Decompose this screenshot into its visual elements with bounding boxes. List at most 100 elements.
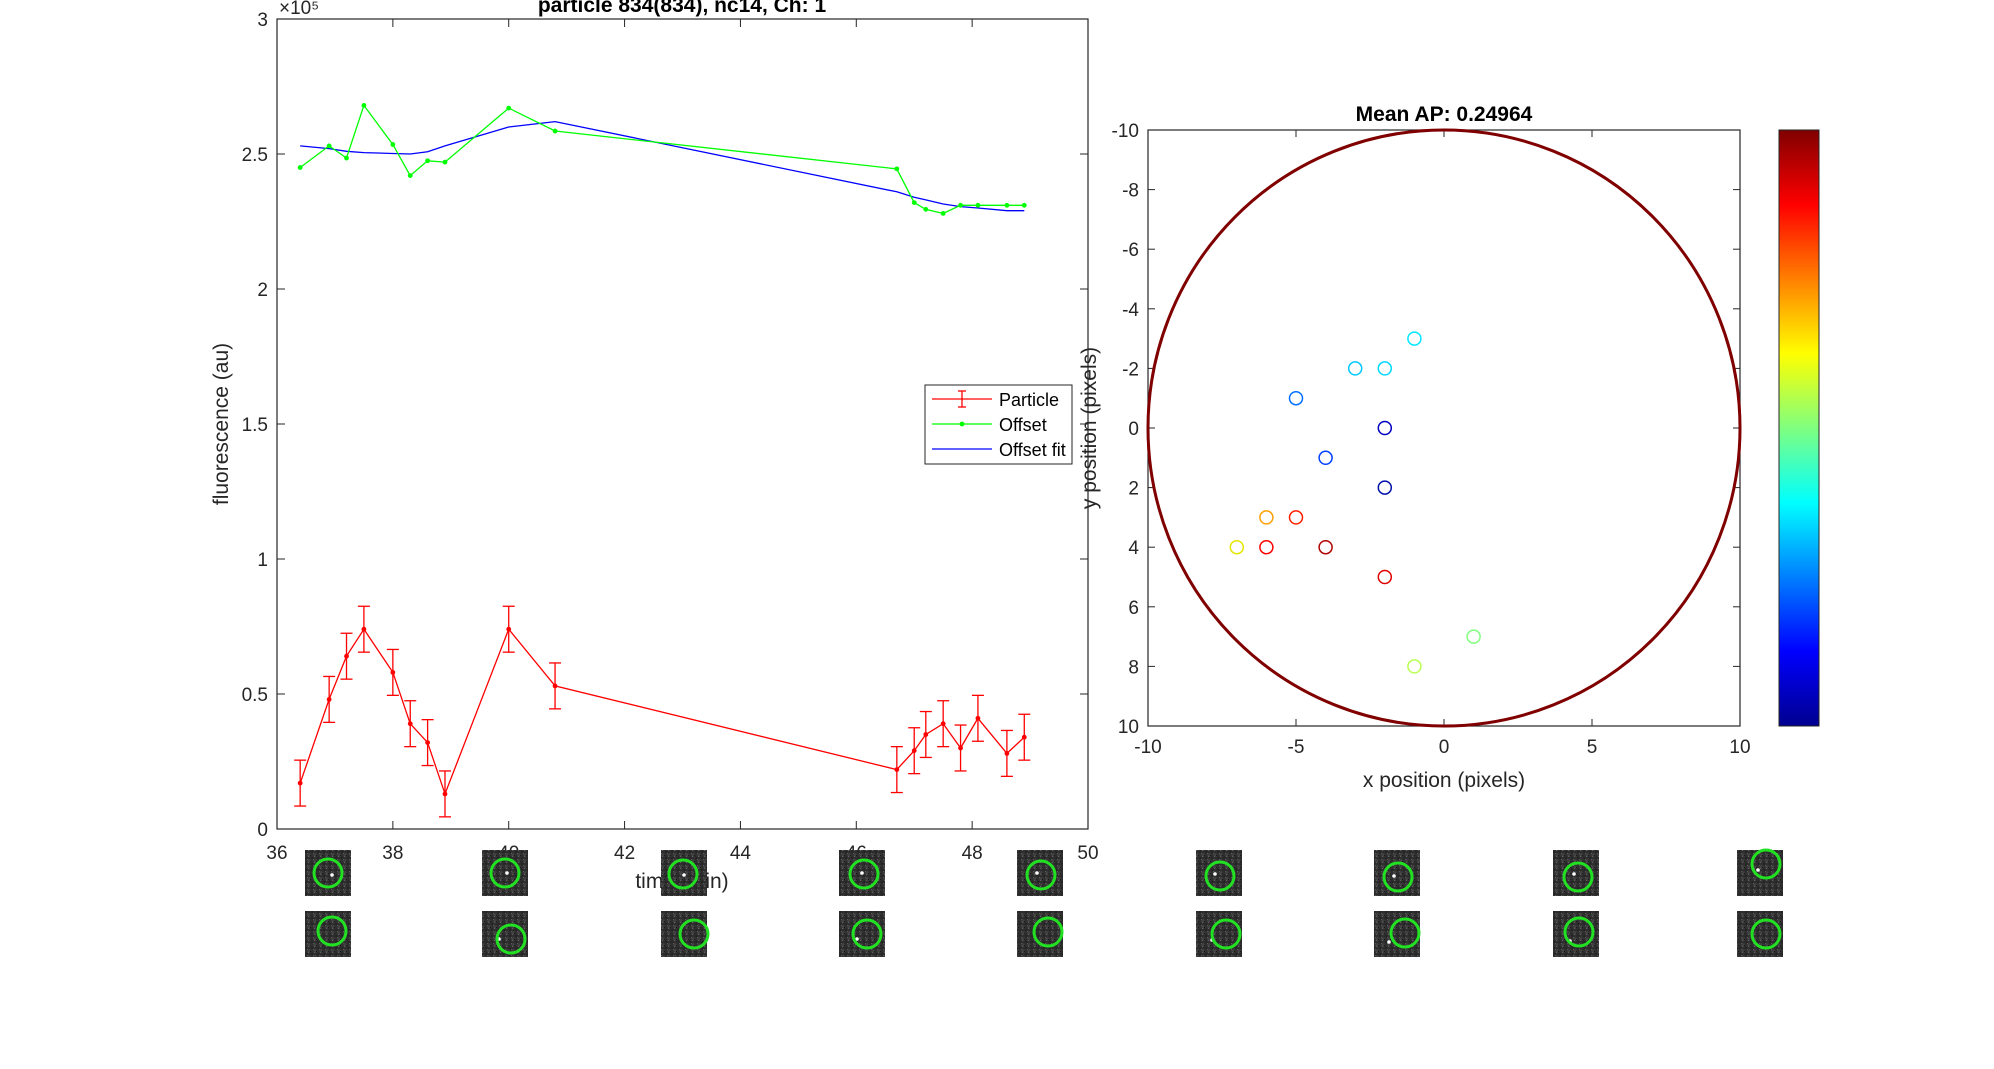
data-point-particle xyxy=(407,721,413,727)
position-point xyxy=(1377,480,1393,495)
y-tick-label: -8 xyxy=(1122,181,1139,202)
data-point-offset xyxy=(390,142,396,147)
chart-title: particle 834(834), nc14, Ch: 1 xyxy=(538,0,827,17)
x-tick-label: 38 xyxy=(382,843,403,864)
data-point-offset xyxy=(361,103,367,108)
spot-dot xyxy=(1756,868,1760,872)
y-tick-label: 0 xyxy=(257,820,268,841)
data-point-offset xyxy=(506,105,512,111)
position-point xyxy=(1377,420,1393,436)
spot-dot xyxy=(1572,872,1576,876)
spot-circle xyxy=(1382,861,1414,893)
spot-dot xyxy=(860,871,864,875)
x-axis-label: x position (pixels) xyxy=(1363,769,1525,792)
data-point-offset xyxy=(1004,202,1010,208)
spot-circle xyxy=(1562,861,1594,893)
data-point-particle xyxy=(326,697,332,702)
data-point-particle xyxy=(1004,751,1010,756)
data-point-offset xyxy=(923,206,929,212)
y-tick-label: -6 xyxy=(1122,240,1139,261)
thumbnail-image xyxy=(1196,911,1242,957)
position-point xyxy=(1407,331,1422,346)
data-point-offset xyxy=(552,128,558,134)
data-point-offset xyxy=(344,155,349,161)
y-tick-label: 1 xyxy=(257,550,268,571)
plot-area xyxy=(1147,129,1741,727)
data-point-offset xyxy=(940,211,946,216)
series-line-offset-fit xyxy=(300,120,1025,212)
position-point xyxy=(1259,539,1274,555)
data-point-offset xyxy=(1021,202,1027,208)
spot-dot xyxy=(1392,874,1396,878)
data-point-particle xyxy=(894,767,900,772)
y-tick-label: 8 xyxy=(1128,657,1139,678)
thumbnail-image xyxy=(1737,911,1783,957)
particle-thumbnail xyxy=(1374,911,1421,957)
position-point xyxy=(1288,390,1304,406)
spot-dot xyxy=(855,937,859,941)
x-tick-label: 10 xyxy=(1729,737,1750,758)
spot-circle xyxy=(1389,917,1421,949)
position-point xyxy=(1288,510,1304,525)
particle-thumbnail xyxy=(661,911,710,957)
data-series xyxy=(294,103,1031,818)
y-tick-label: -10 xyxy=(1112,121,1139,142)
spot-dot xyxy=(330,873,334,877)
particle-thumbnail xyxy=(1553,850,1599,896)
data-point-particle xyxy=(425,740,431,745)
particle-thumbnail xyxy=(1196,850,1242,896)
spot-dot xyxy=(1213,872,1217,876)
legend-entry-particle: Particle xyxy=(932,390,1059,410)
position-point xyxy=(1229,539,1245,555)
position-point xyxy=(1318,539,1333,555)
data-point-particle xyxy=(1021,734,1027,740)
data-point-particle xyxy=(923,732,929,737)
y-tick-label: 0.5 xyxy=(242,685,268,706)
particle-thumbnail xyxy=(482,850,528,896)
thumbnail-image xyxy=(1017,911,1063,957)
y-exponent-label: ×10⁵ xyxy=(279,0,319,19)
data-point-offset xyxy=(425,158,431,164)
legend-entry-offset-fit: Offset fit xyxy=(932,440,1066,460)
spot-circle xyxy=(1750,918,1782,950)
series-line-offset xyxy=(299,104,1025,215)
y-axis-label: fluorescence (au) xyxy=(210,343,233,505)
particle-thumbnail xyxy=(305,911,351,957)
particle-thumbnail xyxy=(661,850,707,896)
position-point xyxy=(1407,659,1422,674)
x-tick-label: 48 xyxy=(962,843,983,864)
y-tick-label: 3 xyxy=(257,10,268,31)
x-tick-label: 5 xyxy=(1587,737,1598,758)
y-tick-label: 2.5 xyxy=(242,145,268,166)
position-point xyxy=(1259,510,1274,525)
particle-thumbnail xyxy=(482,911,528,957)
spot-circle xyxy=(316,915,348,947)
data-point-offset xyxy=(958,202,963,208)
data-point-offset xyxy=(407,173,413,179)
spot-circle xyxy=(1563,916,1595,948)
y-axis-label: y position (pixels) xyxy=(1078,347,1101,509)
spot-circle xyxy=(1025,859,1057,891)
data-point-particle xyxy=(975,715,981,721)
position-point xyxy=(1318,450,1333,466)
chart-title: Mean AP: 0.24964 xyxy=(1356,103,1533,126)
data-point-particle xyxy=(958,745,963,751)
position-points xyxy=(1229,331,1481,674)
y-tick-label: 4 xyxy=(1128,538,1139,559)
thumbnail-image xyxy=(305,850,351,896)
spot-circle xyxy=(678,918,710,950)
y-tick-label: 0 xyxy=(1128,419,1139,440)
spot-circle xyxy=(1032,916,1064,948)
particle-thumbnail xyxy=(305,850,351,896)
legend-label-particle: Particle xyxy=(999,390,1059,410)
data-point-particle xyxy=(940,721,946,727)
legend-entry-offset: Offset xyxy=(932,415,1047,435)
data-point-offset xyxy=(326,143,332,149)
data-point-offset xyxy=(894,166,900,172)
data-point-particle xyxy=(390,670,396,675)
particle-thumbnail xyxy=(1196,911,1242,957)
spot-circle xyxy=(495,923,527,955)
x-tick-label: -5 xyxy=(1288,737,1305,758)
position-point xyxy=(1347,361,1363,376)
